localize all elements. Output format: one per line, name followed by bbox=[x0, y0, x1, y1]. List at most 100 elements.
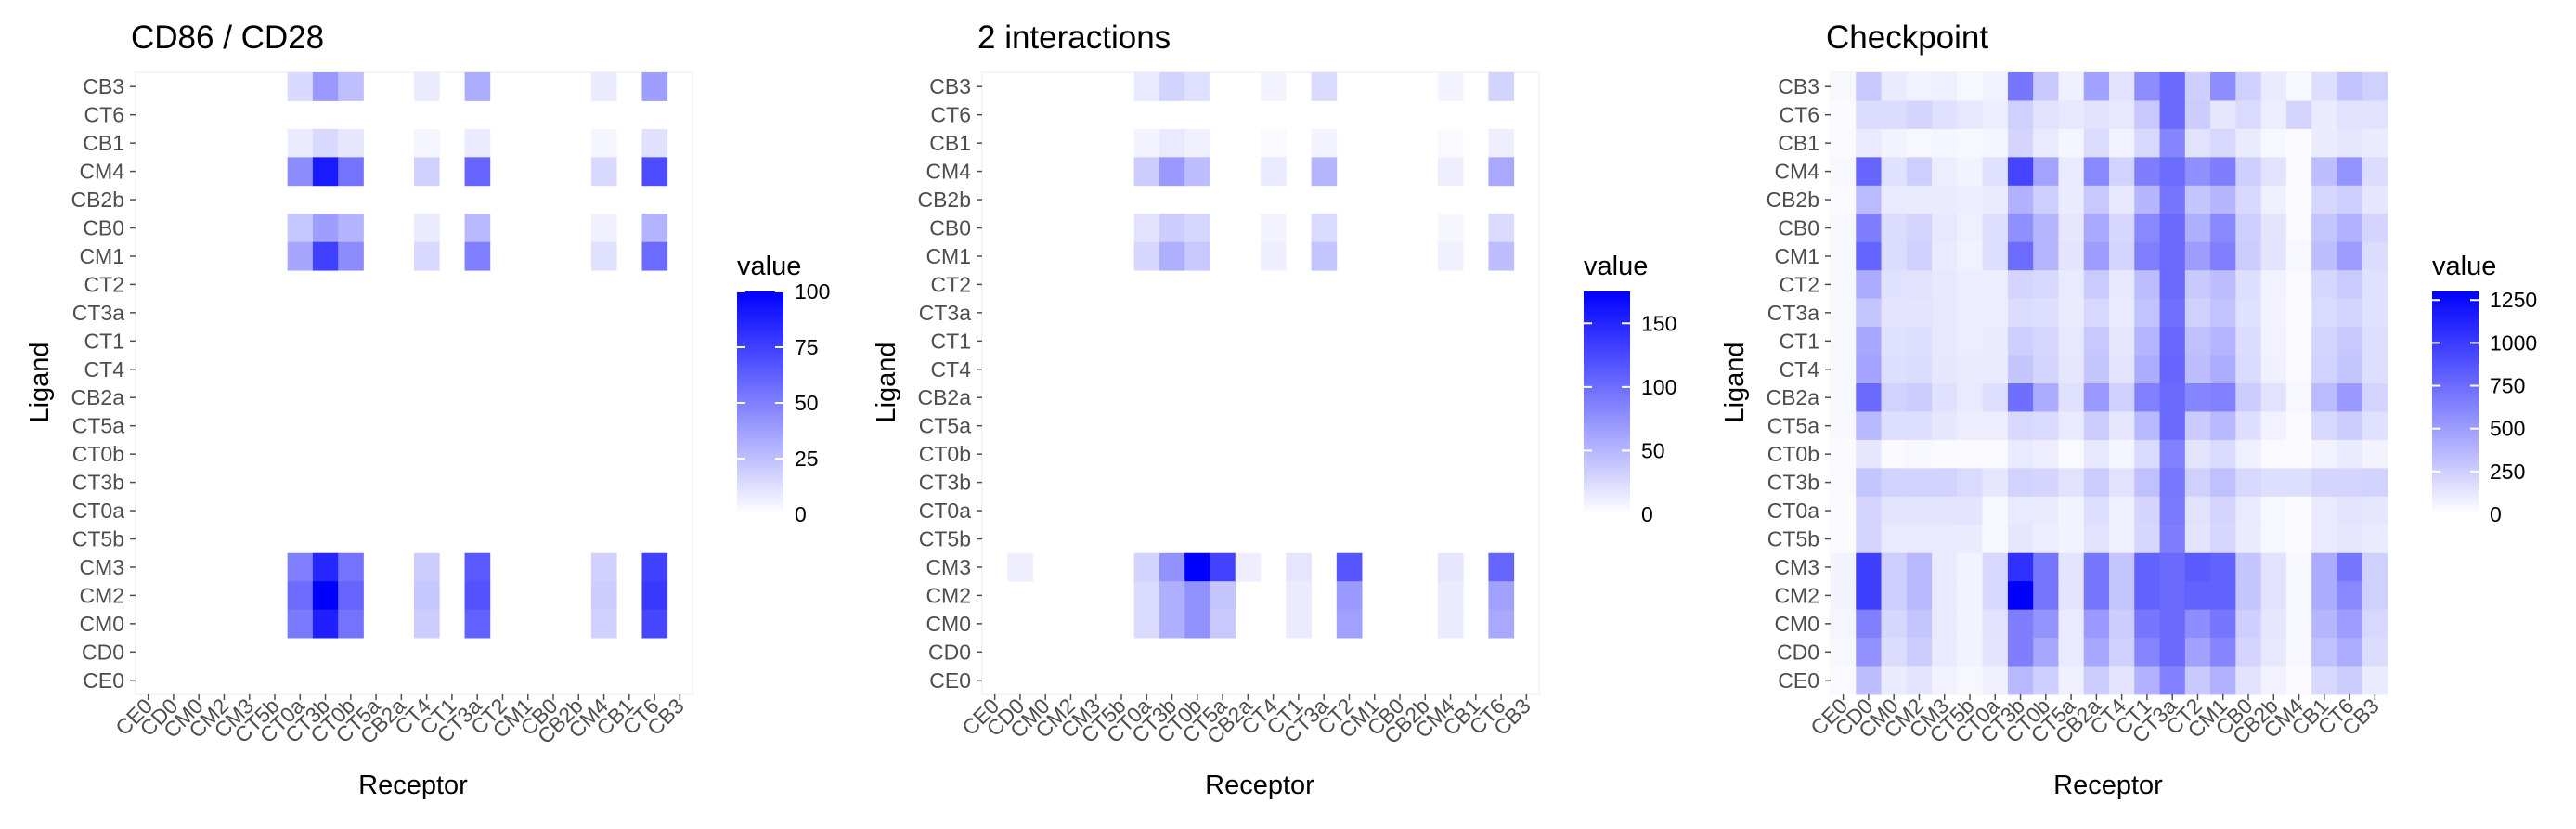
heatmap-cell bbox=[2007, 638, 2034, 667]
heatmap-cell bbox=[2184, 157, 2211, 187]
heatmap-cell bbox=[2311, 411, 2337, 441]
heatmap-cell bbox=[1831, 157, 1857, 187]
heatmap-cell bbox=[1982, 439, 2009, 469]
panel-title: CD86 / CD28 bbox=[131, 19, 324, 56]
heatmap-cell bbox=[2210, 327, 2236, 356]
heatmap-cell bbox=[1957, 298, 1984, 328]
heatmap-cell bbox=[2362, 298, 2388, 328]
heatmap-cell bbox=[1856, 552, 1882, 582]
y-tick-label: CT0b bbox=[919, 442, 971, 466]
heatmap-cell bbox=[1906, 100, 1933, 130]
y-tick-label: CB2a bbox=[71, 385, 124, 409]
heatmap-cell bbox=[2362, 157, 2388, 187]
heatmap-cell bbox=[2362, 185, 2388, 214]
heatmap-cell bbox=[2235, 355, 2262, 384]
heatmap-cell bbox=[287, 214, 314, 243]
heatmap-cell bbox=[2184, 298, 2211, 328]
heatmap-cell bbox=[2260, 666, 2287, 695]
heatmap-cell bbox=[2235, 214, 2262, 243]
y-tick-label: CT3b bbox=[919, 471, 971, 495]
heatmap-cell bbox=[2134, 411, 2160, 441]
y-tick-label: CT3a bbox=[1767, 301, 1819, 325]
heatmap-cell bbox=[1856, 72, 1882, 101]
heatmap-cell bbox=[2337, 525, 2363, 554]
heatmap-cell bbox=[2311, 100, 2337, 130]
heatmap-panel-checkpoint: Checkpoint Ligand Receptor value CB3CT6C… bbox=[1720, 19, 2537, 800]
heatmap-cell bbox=[1906, 468, 1933, 498]
heatmap-cell bbox=[2184, 468, 2211, 498]
heatmap-cell bbox=[2260, 439, 2287, 469]
heatmap-cell bbox=[1881, 270, 1908, 300]
heatmap-cell bbox=[1311, 157, 1338, 187]
heatmap-cell bbox=[2109, 128, 2135, 158]
heatmap-cell bbox=[2337, 270, 2363, 300]
heatmap-cell bbox=[1437, 72, 1464, 101]
heatmap-cell bbox=[2007, 383, 2034, 412]
heatmap-cell bbox=[1982, 355, 2009, 384]
heatmap-cells bbox=[1831, 72, 2388, 695]
heatmap-cell bbox=[2184, 72, 2211, 101]
heatmap-cell bbox=[1488, 214, 1515, 243]
heatmap-cell bbox=[1133, 157, 1160, 187]
heatmap-cell bbox=[2311, 72, 2337, 101]
heatmap-cell bbox=[590, 552, 617, 582]
heatmap-cell bbox=[2285, 298, 2312, 328]
heatmap-cell bbox=[1906, 128, 1933, 158]
heatmap-cell bbox=[1957, 411, 1984, 441]
heatmap-cell bbox=[2210, 355, 2236, 384]
y-tick-label: CT3a bbox=[919, 301, 971, 325]
heatmap-cell bbox=[2260, 638, 2287, 667]
heatmap-cell bbox=[1831, 185, 1857, 214]
heatmap-cell bbox=[1437, 609, 1464, 639]
heatmap-cell bbox=[1831, 439, 1857, 469]
heatmap-cell bbox=[2337, 298, 2363, 328]
heatmap-cell bbox=[1906, 241, 1933, 271]
heatmap-cell bbox=[1957, 552, 1984, 582]
heatmap-cell bbox=[2337, 609, 2363, 639]
heatmap-cell bbox=[2210, 383, 2236, 412]
y-tick-label: CT0a bbox=[72, 499, 124, 523]
heatmap-cell bbox=[312, 552, 339, 582]
y-tick-labels: CB3 CT6 CB1 CM4 CB2b CB0 CM1 CT2 CT3a CT1 CT4 CB2a C… bbox=[71, 74, 136, 693]
heatmap-cell bbox=[2362, 327, 2388, 356]
heatmap-cell bbox=[2058, 327, 2085, 356]
heatmap-cell bbox=[1437, 552, 1464, 582]
heatmap-cell bbox=[1184, 609, 1210, 639]
heatmap-cell bbox=[2362, 72, 2388, 101]
heatmap-cell bbox=[2109, 581, 2135, 611]
heatmap-cell bbox=[2134, 128, 2160, 158]
heatmap-cell bbox=[2007, 270, 2034, 300]
heatmap-cell bbox=[2033, 468, 2059, 498]
heatmap-cell bbox=[1932, 666, 1958, 695]
heatmap-cell bbox=[2235, 157, 2262, 187]
heatmap-cell bbox=[1184, 241, 1210, 271]
heatmap-cell bbox=[1957, 525, 1984, 554]
heatmap-cell bbox=[2235, 298, 2262, 328]
heatmap-panel-cd86-cd28: CD86 / CD28 Ligand Receptor value CB3 CT6… bbox=[25, 19, 830, 800]
heatmap-cell bbox=[2260, 72, 2287, 101]
y-tick-label: CT1 bbox=[931, 329, 971, 353]
heatmap-cell bbox=[2260, 383, 2287, 412]
heatmap-cell bbox=[1982, 552, 2009, 582]
y-tick-label: CB2b bbox=[71, 188, 124, 212]
y-tick-label: CM3 bbox=[79, 555, 124, 579]
heatmap-cell bbox=[2007, 128, 2034, 158]
heatmap-cell bbox=[1488, 72, 1515, 101]
heatmap-cell bbox=[1831, 298, 1857, 328]
heatmap-cell bbox=[1437, 214, 1464, 243]
heatmap-cell bbox=[1982, 383, 2009, 412]
heatmap-cell bbox=[1856, 439, 1882, 469]
heatmap-cell bbox=[2058, 270, 2085, 300]
heatmap-cell bbox=[2184, 241, 2211, 271]
heatmap-cell bbox=[2260, 128, 2287, 158]
heatmap-cell bbox=[2058, 157, 2085, 187]
heatmap-cell bbox=[2058, 383, 2085, 412]
heatmap-cell bbox=[1133, 581, 1160, 611]
heatmap-cell bbox=[1831, 638, 1857, 667]
heatmap-cell bbox=[2311, 185, 2337, 214]
heatmap-cell bbox=[2285, 383, 2312, 412]
heatmap-cell bbox=[1881, 327, 1908, 356]
heatmap-cell bbox=[2134, 638, 2160, 667]
heatmap-cell bbox=[464, 157, 491, 187]
colorbar-tick-label: 150 bbox=[1641, 311, 1676, 335]
